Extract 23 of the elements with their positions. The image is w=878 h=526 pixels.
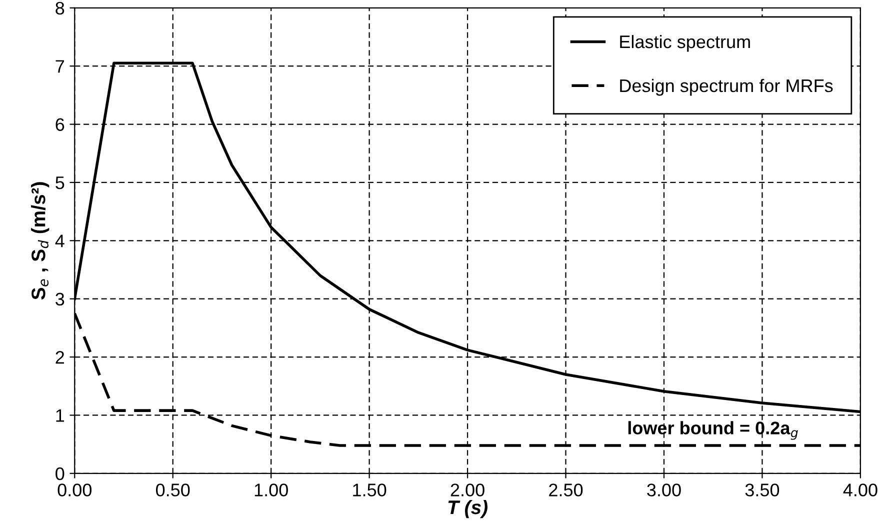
x-axis-title: T (s) [448,500,488,518]
annotation: lower bound = 0.2a$_{g}$ [628,421,798,440]
x-tick-label: 4.00 [843,484,878,496]
y-tick-label: 1 [56,409,64,422]
y-tick-label: 5 [56,176,64,190]
x-tick-label: 2.50 [549,484,583,496]
x-tick-label: 3.50 [745,484,780,496]
x-tick-label: 0.00 [58,484,92,496]
y-tick-label: 8 [56,2,64,15]
y-tick-label: 7 [56,60,64,73]
y-axis-title: S$_{e}$ , S$_{d}$ (m/s²) [31,182,50,300]
y-tick-label: 6 [56,118,64,131]
y-tick-label: 3 [56,292,64,306]
y-tick-label: 0 [56,467,64,480]
x-tick-label: 0.50 [156,484,190,496]
y-tick-label: 4 [55,234,64,248]
x-tick-label: 1.50 [353,484,386,496]
x-tick-label: 2.00 [450,484,484,496]
x-tick-label: 3.00 [647,484,681,496]
legend-label: Design spectrum for MRFs [620,78,833,96]
y-tick-label: 2 [56,350,64,364]
legend-label: Elastic spectrum [620,34,750,52]
x-tick-label: 1.00 [254,484,288,496]
